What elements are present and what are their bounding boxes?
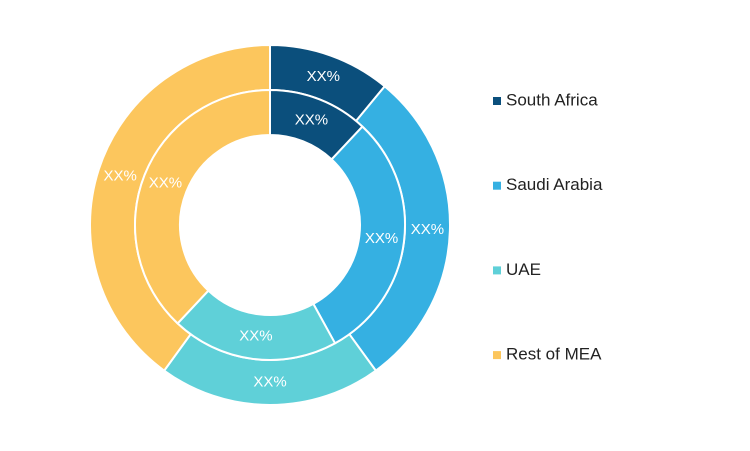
- legend-label: Saudi Arabia: [506, 175, 603, 194]
- segment-label: XX%: [295, 111, 328, 128]
- segment-label: XX%: [239, 328, 272, 345]
- legend-marker: [493, 351, 501, 360]
- donut-segment: [134, 88, 271, 325]
- segment-label: XX%: [307, 68, 340, 85]
- donut-segment: [312, 125, 406, 345]
- legend-marker: [493, 181, 501, 190]
- legend-label: South Africa: [506, 90, 598, 109]
- legend-label: UAE: [506, 260, 541, 279]
- legend-label: Rest of MEA: [506, 345, 602, 364]
- legend-marker: [493, 97, 501, 105]
- legend-marker: [493, 266, 501, 275]
- segment-label: XX%: [411, 221, 444, 238]
- segment-label: XX%: [104, 167, 137, 184]
- segment-label: XX%: [253, 373, 286, 390]
- segment-label: XX%: [365, 230, 398, 247]
- segment-label: XX%: [149, 175, 182, 192]
